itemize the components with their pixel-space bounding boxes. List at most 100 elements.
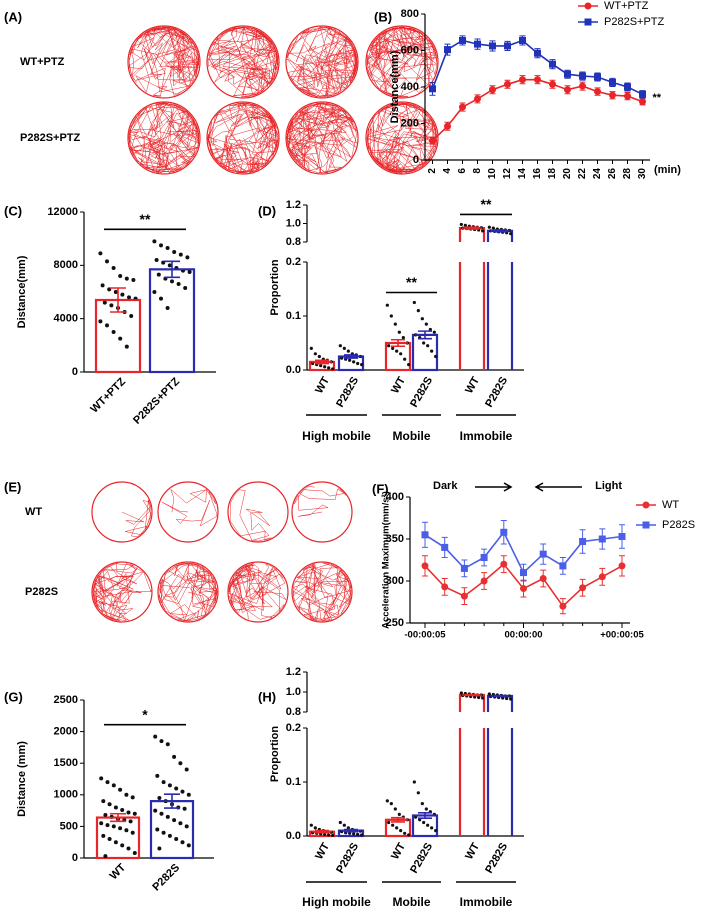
data-point (178, 821, 183, 826)
data-point (340, 356, 344, 360)
point (579, 584, 587, 592)
x-tick-label: 30 (637, 168, 648, 180)
group-label: Immobile (460, 895, 513, 909)
trajectory (121, 499, 152, 537)
panel-label: (B) (374, 9, 392, 24)
data-point (313, 352, 317, 356)
annotation: Dark (433, 480, 458, 492)
y-axis-title: Distance (mm) (16, 741, 28, 817)
data-point (184, 767, 189, 772)
data-point (186, 792, 191, 797)
data-point (157, 795, 162, 800)
data-point (477, 695, 481, 700)
x-tick-label: P282S (334, 841, 361, 876)
x-tick-label: WT (313, 841, 332, 862)
data-point (387, 344, 391, 348)
arena (365, 101, 439, 175)
point (549, 60, 556, 68)
y-tick-label: 1.0 (286, 686, 301, 698)
data-point (124, 344, 129, 349)
point (504, 80, 511, 88)
legend-label: WT (662, 499, 679, 511)
data-point (165, 814, 170, 819)
point (500, 528, 508, 536)
trajectory (293, 486, 347, 517)
arena (91, 561, 153, 623)
error-bar (462, 226, 482, 230)
data-point (399, 829, 403, 833)
y-tick-label: 1000 (54, 789, 78, 801)
arena (206, 25, 280, 99)
data-point (403, 357, 407, 361)
data-point (154, 258, 159, 262)
data-point (459, 691, 463, 695)
point (609, 78, 616, 86)
data-point (172, 250, 177, 254)
annotation: ** (406, 274, 417, 290)
data-point (430, 826, 434, 830)
data-point (105, 780, 110, 785)
arena (285, 25, 359, 99)
data-point (428, 327, 432, 332)
data-point (113, 805, 118, 810)
trajectory (207, 102, 279, 174)
error-bar (341, 354, 361, 359)
y-tick-label: 0.1 (286, 310, 301, 322)
point (520, 569, 527, 577)
point (459, 36, 466, 44)
bar (486, 728, 514, 836)
arena (291, 561, 353, 623)
x-tick-label: P282S (334, 375, 361, 410)
data-point (432, 330, 436, 334)
y-tick-label: 250 (386, 617, 404, 629)
arena (91, 481, 153, 543)
data-point (111, 824, 116, 829)
bar (458, 262, 486, 370)
data-point (161, 780, 166, 785)
point (504, 42, 511, 50)
data-point (481, 696, 485, 700)
data-point (167, 263, 172, 268)
point (639, 90, 646, 98)
data-point (126, 810, 131, 815)
data-point (395, 826, 399, 830)
point (421, 531, 429, 539)
data-point (130, 830, 135, 835)
y-axis-title: Distance(mm) (389, 50, 401, 123)
data-point (159, 811, 164, 816)
arena (206, 101, 280, 175)
y-axis-title: Distance(mm) (16, 255, 28, 328)
x-tick-label: P282S+PTZ (131, 375, 182, 426)
y-tick-label: 0.2 (286, 722, 301, 734)
panel-label: (A) (4, 9, 22, 24)
x-tick-label: WT (313, 375, 332, 396)
data-point (129, 314, 134, 318)
point (539, 550, 547, 558)
error-bar (153, 793, 191, 809)
point (421, 562, 429, 570)
data-point (180, 789, 185, 794)
y-tick-label: 1500 (54, 757, 78, 769)
trajectory (286, 26, 358, 98)
data-point (346, 349, 350, 353)
point (444, 122, 451, 130)
data-point (407, 833, 411, 837)
y-tick-label: 2500 (54, 694, 78, 706)
data-point (124, 792, 129, 797)
point (598, 573, 606, 581)
data-point (313, 826, 317, 830)
data-point (103, 854, 108, 859)
bar (384, 341, 412, 372)
data-point (118, 826, 123, 831)
arena (157, 561, 219, 623)
legend-marker (584, 18, 592, 26)
y-tick-label: 0.1 (286, 776, 301, 788)
data-point (434, 354, 438, 359)
data-point (101, 799, 106, 804)
y-tick-label: 0 (72, 852, 78, 864)
data-point (407, 363, 411, 367)
row-label: P282S (25, 586, 58, 598)
bar (411, 333, 439, 372)
annotation: * (142, 706, 148, 722)
